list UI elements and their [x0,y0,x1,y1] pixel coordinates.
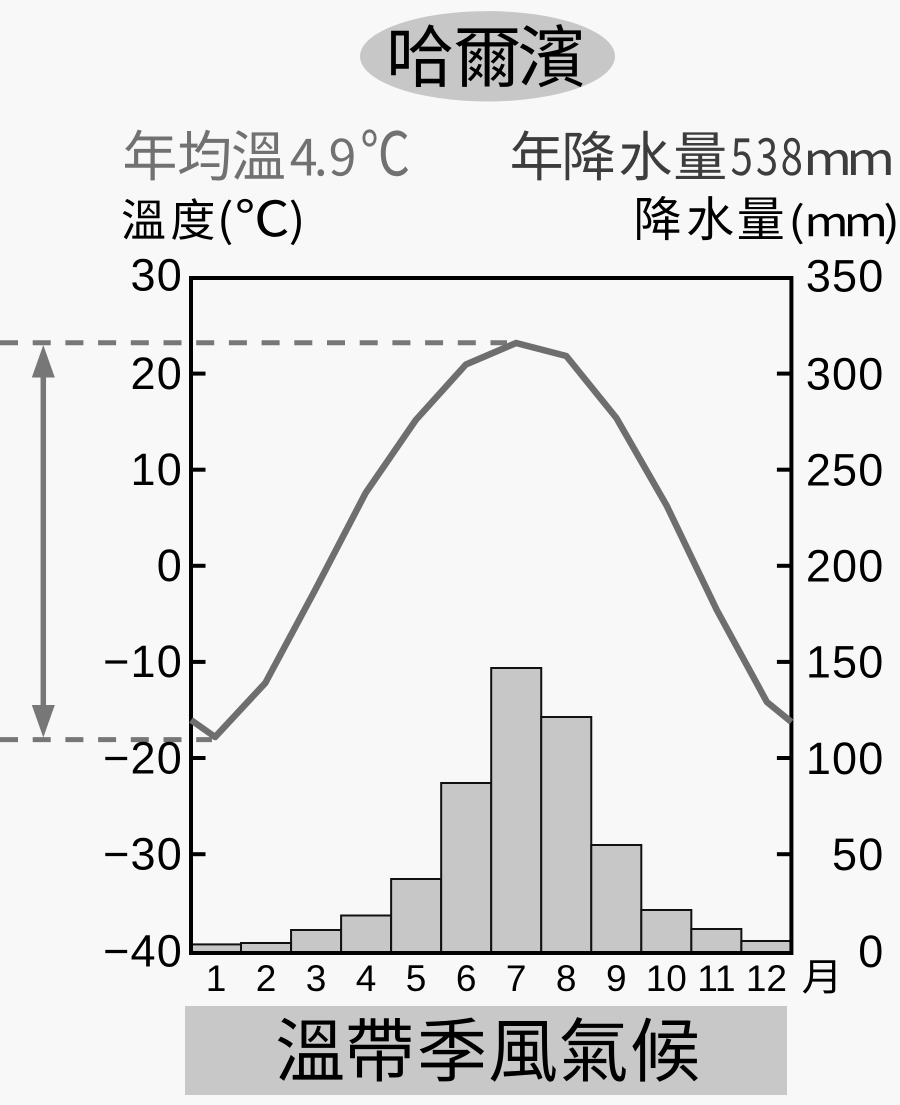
svg-text:20: 20 [131,348,183,399]
svg-text:−30: −30 [103,829,183,880]
svg-text:50: 50 [832,829,884,880]
svg-text:100: 100 [806,733,885,784]
svg-text:7: 7 [506,958,527,999]
svg-text:1: 1 [206,958,227,999]
svg-text:11: 11 [697,958,735,999]
svg-text:−40: −40 [103,925,183,976]
svg-text:350: 350 [806,250,885,301]
svg-text:6: 6 [456,958,477,999]
svg-text:150: 150 [806,637,885,688]
svg-text:250: 250 [806,445,885,496]
svg-text:200: 200 [806,541,885,592]
svg-text:−10: −10 [103,636,183,687]
svg-text:0: 0 [858,926,884,977]
svg-text:300: 300 [806,348,885,399]
svg-text:10: 10 [646,958,687,999]
svg-text:3: 3 [306,958,327,999]
svg-text:0: 0 [157,540,183,591]
svg-text:−20: −20 [103,732,183,783]
svg-text:30: 30 [131,249,183,300]
svg-text:4: 4 [356,958,377,999]
svg-text:2: 2 [256,958,277,999]
svg-text:10: 10 [131,444,183,495]
svg-text:8: 8 [556,958,577,999]
svg-text:5: 5 [406,958,427,999]
svg-text:12: 12 [746,958,787,999]
svg-text:9: 9 [606,958,627,999]
